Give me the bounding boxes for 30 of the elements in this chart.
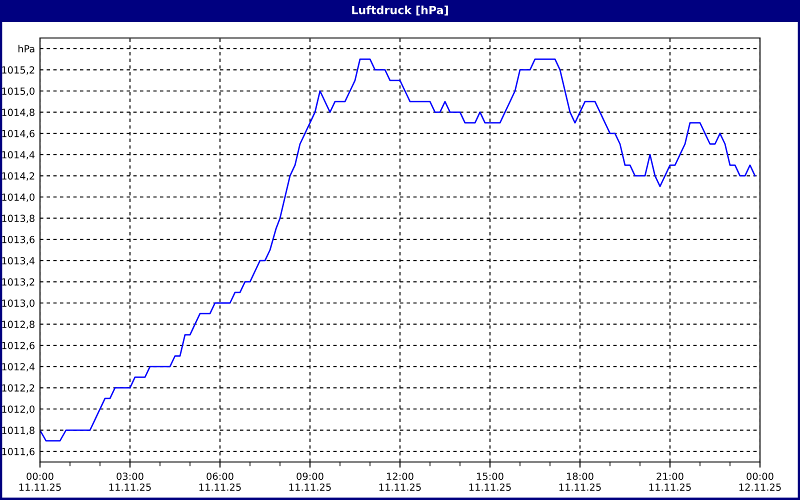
y-tick-label: 1013,4 — [2, 257, 35, 266]
y-tick-label: 1013,6 — [2, 236, 35, 244]
x-tick-label: 00:00 12.11.25 — [739, 472, 781, 491]
x-tick-label: 18:00 11.11.25 — [559, 472, 601, 491]
y-tick-label: 1013,2 — [2, 278, 34, 287]
y-tick-label: 1014,8 — [2, 108, 34, 118]
chart-title: Luftdruck [hPa] — [352, 6, 448, 16]
x-tick-label: 00:00 11.11.25 — [19, 472, 61, 491]
y-tick-label: 1012,6 — [2, 342, 35, 350]
x-tick-label: 21:00 11.11.25 — [649, 472, 691, 491]
y-tick-label: 1012,0 — [2, 405, 34, 414]
y-tick-label: 1012,2 — [2, 384, 34, 393]
y-tick-label: 1014,0 — [2, 193, 34, 202]
y-tick-label: 1015,2 — [2, 66, 34, 75]
x-tick-label: 09:00 11.11.25 — [289, 472, 331, 491]
y-tick-label: 1011,6 — [2, 448, 35, 456]
y-tick-label: 1013,8 — [2, 214, 34, 224]
y-tick-label: 1014,2 — [2, 172, 34, 181]
y-tick-label: 1014,4 — [2, 151, 35, 160]
x-tick-label: 12:00 11.11.25 — [379, 472, 421, 491]
y-tick-label: 1012,4 — [2, 363, 35, 372]
y-tick-label: hPa — [18, 44, 34, 52]
x-tick-label: 06:00 11.11.25 — [199, 472, 241, 491]
y-tick-label: 1015,0 — [2, 87, 34, 96]
y-tick-label: 1012,8 — [2, 320, 34, 330]
x-tick-label: 03:00 11.11.25 — [109, 472, 151, 491]
x-tick-label: 15:00 11.11.25 — [469, 472, 511, 491]
y-tick-label: 1014,6 — [2, 130, 35, 138]
y-tick-label: 1011,8 — [2, 426, 34, 436]
y-tick-label: 1013,0 — [2, 299, 34, 308]
